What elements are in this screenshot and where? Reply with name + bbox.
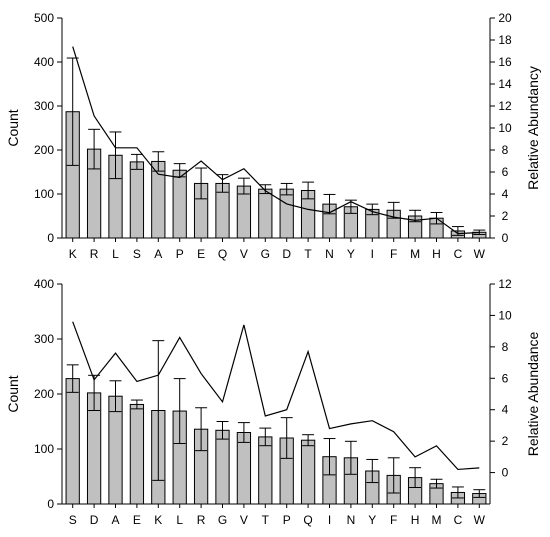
- left-y-tick-label: 100: [34, 187, 54, 201]
- x-tick-label-C: C: [454, 247, 463, 261]
- left-y-tick-label: 400: [34, 277, 54, 291]
- x-tick-label-Q: Q: [218, 247, 227, 261]
- x-tick-label-L: L: [112, 247, 119, 261]
- right-y-tick-label: 2: [502, 434, 509, 448]
- right-y-tick-label: 12: [498, 99, 512, 113]
- x-tick-label-Y: Y: [368, 513, 376, 527]
- bar-E: [129, 403, 145, 505]
- x-tick-label-K: K: [69, 247, 77, 261]
- x-tick-label-L: L: [176, 513, 183, 527]
- bar-P: [172, 169, 187, 239]
- x-tick-label-W: W: [474, 513, 486, 527]
- left-y-tick-label: 300: [34, 99, 54, 113]
- chart-top: 0 100 200 300 400 500 0 2 4 6 8 10 12 14 16 18 20 Count Re…: [5, 11, 541, 261]
- right-y-tick-label: 8: [502, 143, 509, 157]
- x-tick-label-A: A: [111, 513, 119, 527]
- x-tick-label-M: M: [432, 513, 442, 527]
- left-y-tick-label: 100: [34, 442, 54, 456]
- x-tick-label-E: E: [133, 513, 141, 527]
- left-y-tick-label: 0: [47, 231, 54, 245]
- x-tick-label-E: E: [197, 247, 205, 261]
- x-tick-label-V: V: [240, 513, 248, 527]
- left-y-tick-label: 200: [34, 387, 54, 401]
- right-y-tick-label: 20: [498, 11, 512, 25]
- x-tick-label-D: D: [90, 513, 99, 527]
- bar-G: [215, 429, 230, 505]
- x-tick-label-H: H: [411, 513, 420, 527]
- right-y-tick-label: 12: [498, 277, 512, 291]
- right-y-tick-label: 10: [498, 121, 512, 135]
- bar-A: [108, 395, 123, 505]
- bar-Q: [300, 439, 316, 505]
- right-y-tick-label: 0: [502, 466, 509, 480]
- right-y-tick-label: 18: [498, 33, 512, 47]
- left-y-tick-label: 200: [34, 143, 54, 157]
- right-y-tick-label: 14: [498, 77, 512, 91]
- chart-bottom: 0 100 200 300 400 0 2 4 6 8 10 12 Count Relative Abun…: [5, 277, 541, 527]
- right-y-tick-label: 4: [502, 187, 509, 201]
- right-y-tick-label: 6: [502, 165, 509, 179]
- right-y-tick-label: 10: [498, 308, 512, 322]
- right-y-tick-label: 6: [502, 371, 509, 385]
- bar-A: [151, 160, 166, 239]
- bar-V: [236, 432, 252, 505]
- x-tick-label-D: D: [282, 247, 291, 261]
- x-tick-label-T: T: [304, 247, 312, 261]
- right-y-tick-label: 2: [502, 209, 509, 223]
- x-tick-label-K: K: [154, 513, 162, 527]
- bar-S: [65, 378, 80, 505]
- right-y-tick-label: 8: [502, 340, 509, 354]
- x-tick-label-W: W: [474, 247, 486, 261]
- bar-S: [129, 161, 145, 239]
- left-y-axis-title: Count: [5, 375, 21, 412]
- left-y-axis-title: Count: [5, 109, 21, 146]
- x-tick-label-R: R: [90, 247, 99, 261]
- x-tick-label-N: N: [325, 247, 334, 261]
- left-y-tick-label: 400: [34, 55, 54, 69]
- x-tick-label-G: G: [218, 513, 227, 527]
- right-y-tick-label: 16: [498, 55, 512, 69]
- bar-D: [279, 188, 294, 239]
- left-y-tick-label: 300: [34, 332, 54, 346]
- relative-abundance-line: [72, 46, 480, 235]
- x-tick-label-V: V: [240, 247, 248, 261]
- x-tick-label-A: A: [154, 247, 162, 261]
- x-tick-label-N: N: [347, 513, 356, 527]
- x-tick-label-F: F: [390, 247, 397, 261]
- left-y-tick-label: 500: [34, 11, 54, 25]
- bar-T: [258, 436, 273, 505]
- x-tick-label-C: C: [454, 513, 463, 527]
- x-tick-label-H: H: [432, 247, 441, 261]
- x-tick-label-S: S: [69, 513, 77, 527]
- x-tick-label-P: P: [283, 513, 291, 527]
- relative-abundance-line: [72, 321, 480, 471]
- x-tick-label-P: P: [176, 247, 184, 261]
- right-y-tick-label: 4: [502, 403, 509, 417]
- x-tick-label-T: T: [262, 513, 270, 527]
- left-y-tick-label: 0: [47, 497, 54, 511]
- x-tick-label-I: I: [371, 247, 374, 261]
- x-tick-label-R: R: [197, 513, 206, 527]
- x-tick-label-I: I: [328, 513, 331, 527]
- x-tick-label-M: M: [410, 247, 420, 261]
- bar-G: [258, 188, 273, 239]
- right-y-tick-label: 0: [502, 231, 509, 245]
- x-tick-label-Y: Y: [347, 247, 355, 261]
- x-tick-label-F: F: [390, 513, 397, 527]
- x-tick-label-Q: Q: [303, 513, 312, 527]
- x-tick-label-G: G: [261, 247, 270, 261]
- right-y-axis-title: Relative Abundance: [525, 332, 541, 457]
- right-y-axis-title: Relative Abundancy: [525, 66, 541, 190]
- x-tick-label-S: S: [133, 247, 141, 261]
